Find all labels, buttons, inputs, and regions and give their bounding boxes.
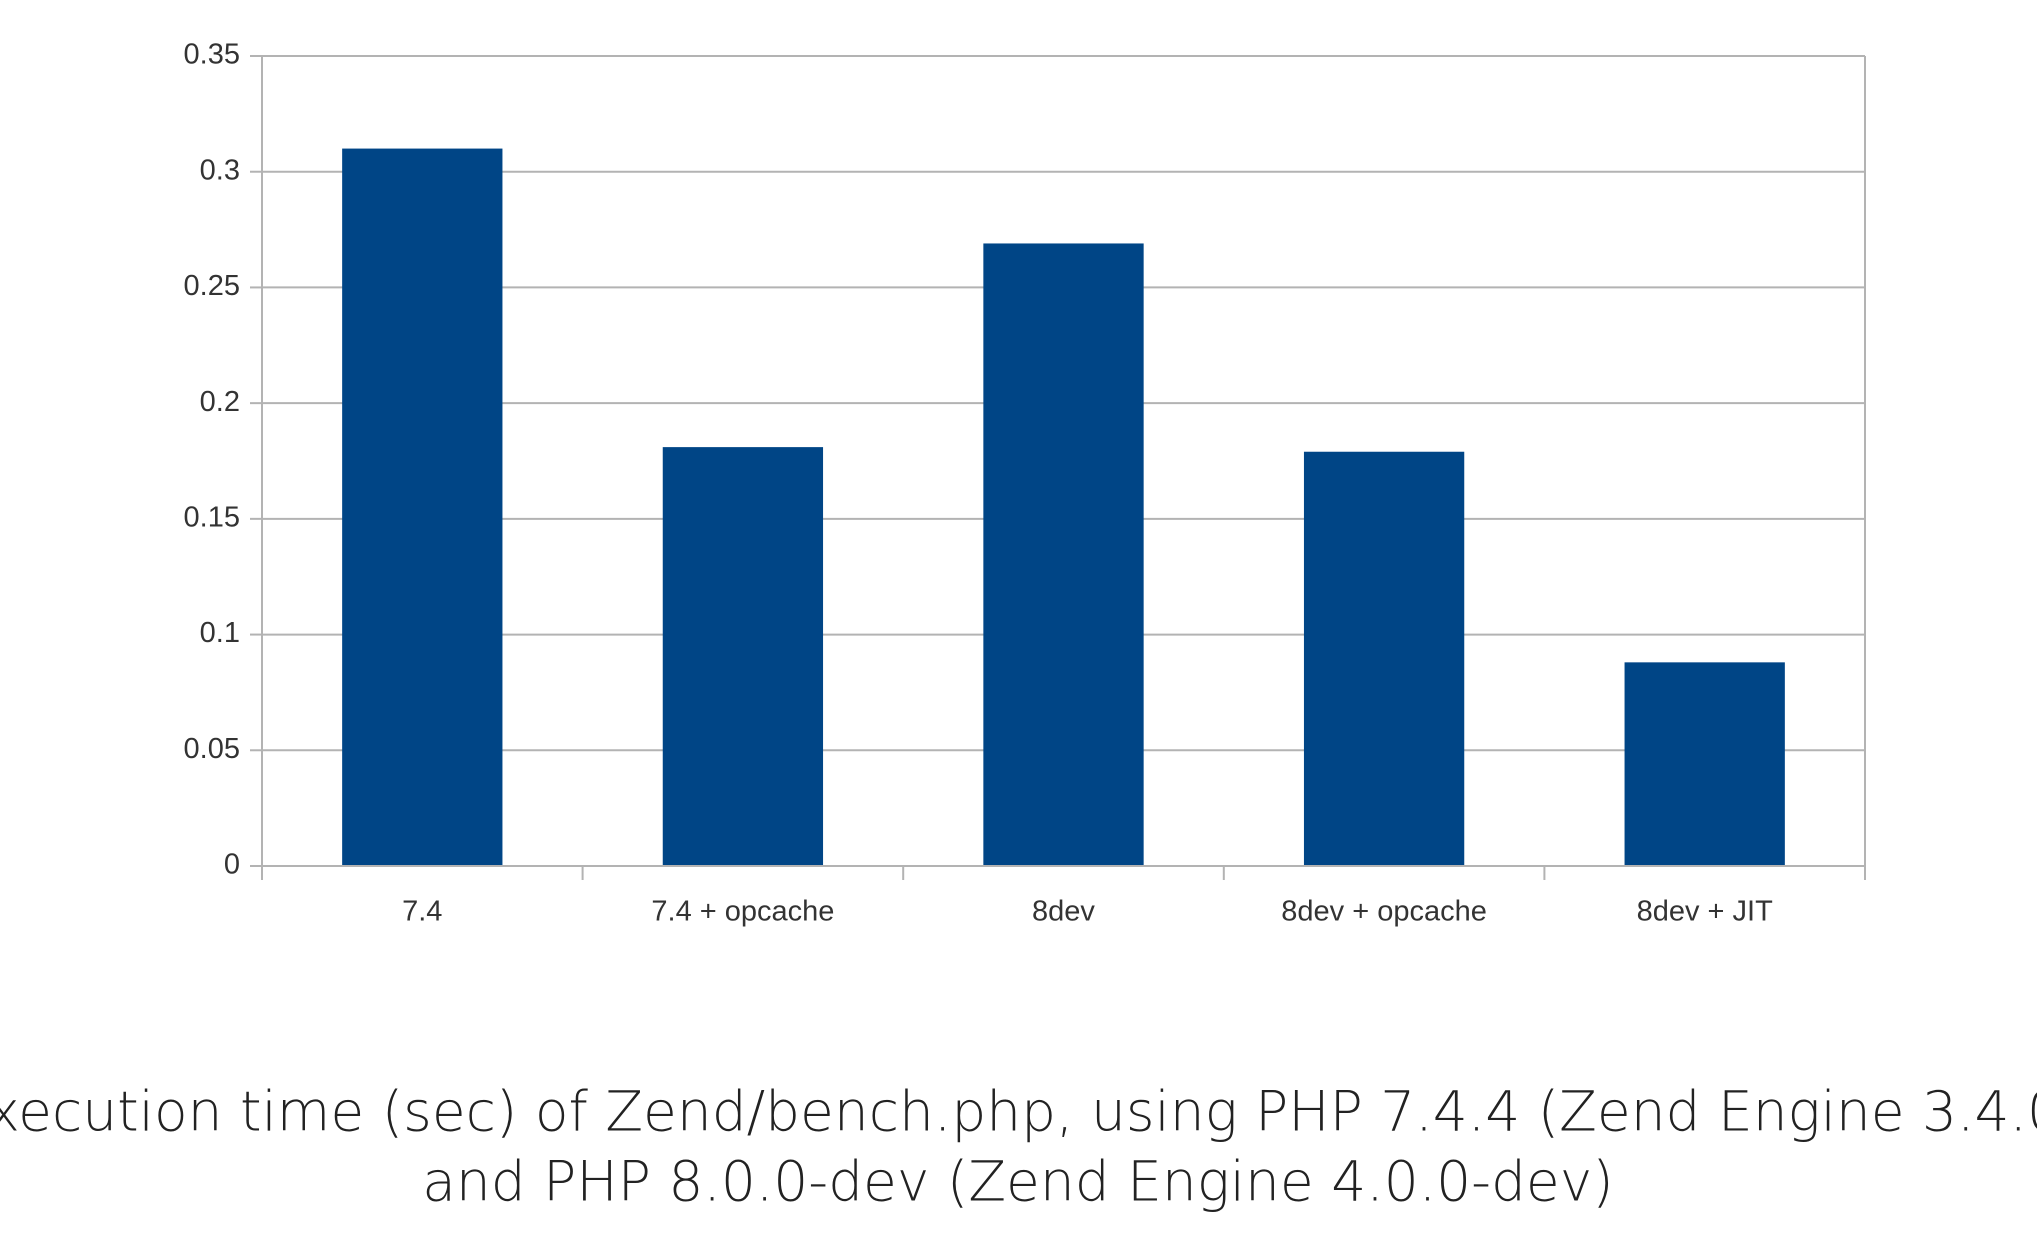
x-tick-label: 8dev + JIT bbox=[1637, 896, 1773, 928]
y-tick-label: 0 bbox=[224, 849, 240, 881]
y-tick-label: 0.05 bbox=[184, 733, 240, 765]
x-tick-label: 8dev + opcache bbox=[1281, 896, 1487, 928]
y-tick-label: 0.25 bbox=[184, 270, 240, 302]
bar bbox=[342, 148, 503, 867]
bar bbox=[662, 447, 824, 866]
x-tick-label: 8dev bbox=[1032, 896, 1095, 928]
y-tick-label: 0.15 bbox=[184, 502, 240, 534]
bar bbox=[1303, 451, 1465, 866]
y-tick-label: 0.35 bbox=[184, 39, 240, 71]
bar bbox=[983, 243, 1144, 866]
y-tick-label: 0.3 bbox=[200, 154, 240, 186]
bar bbox=[1624, 662, 1785, 866]
x-tick-label: 7.4 + opcache bbox=[651, 896, 834, 928]
y-tick-label: 0.1 bbox=[200, 617, 240, 649]
caption-line: Execution time (sec) of Zend/bench.php, … bbox=[0, 1079, 2037, 1143]
x-tick-label: 7.4 bbox=[402, 896, 442, 928]
y-tick-label: 0.2 bbox=[200, 386, 240, 418]
caption-line: and PHP 8.0.0-dev (Zend Engine 4.0.0-dev… bbox=[422, 1149, 1614, 1213]
